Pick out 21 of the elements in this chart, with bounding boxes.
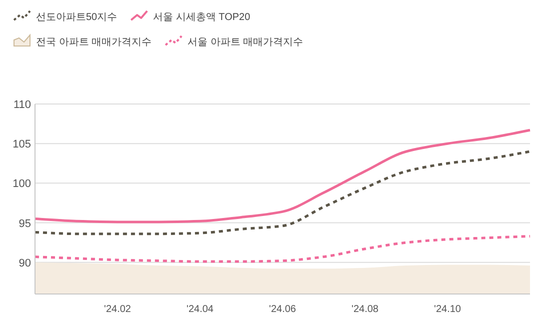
y-tick-label: 105 xyxy=(12,138,31,151)
legend-item: 전국 아파트 매매가격지수 xyxy=(14,34,152,48)
legend-label: 전국 아파트 매매가격지수 xyxy=(36,37,152,48)
line-series xyxy=(34,234,532,263)
legend-item: 서울 시세총액 TOP20 xyxy=(130,10,250,23)
legend-item: 선도아파트50지수 xyxy=(13,10,118,23)
legend-label: 선도아파트50지수 xyxy=(36,12,118,23)
legend-label: 서울 아파트 매매가격지수 xyxy=(188,37,304,48)
y-tick-label: 100 xyxy=(12,178,31,190)
y-tick-label: 90 xyxy=(18,257,31,270)
legend-label: 서울 시세총액 TOP20 xyxy=(153,12,251,23)
x-tick-label: '24.02 xyxy=(104,304,132,315)
y-tick-label: 110 xyxy=(13,99,31,111)
line-series xyxy=(34,150,532,236)
line-series xyxy=(34,128,532,224)
x-tick-label: '24.04 xyxy=(186,304,214,315)
x-tick-label: '24.06 xyxy=(269,304,296,315)
x-tick-label: '24.10 xyxy=(434,304,462,315)
y-tick-label: 95 xyxy=(18,218,31,230)
x-tick-label: '24.08 xyxy=(352,304,379,315)
legend-item: 서울 아파트 매매가격지수 xyxy=(164,35,304,48)
